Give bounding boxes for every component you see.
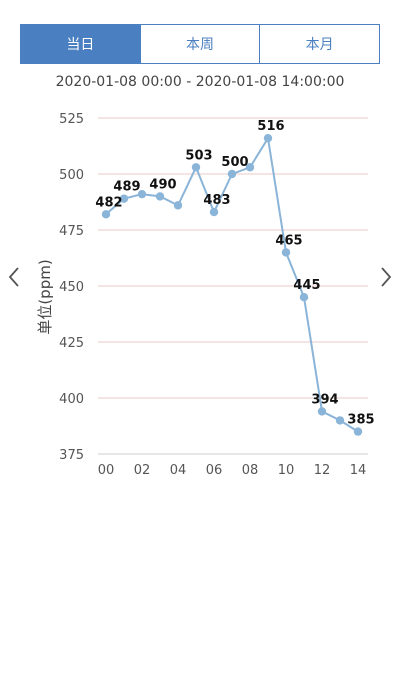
y-axis-label: 单位(ppm) bbox=[36, 259, 54, 334]
period-tabs: 当日 本周 本月 bbox=[20, 24, 380, 64]
data-point bbox=[227, 169, 237, 179]
data-point bbox=[245, 163, 255, 172]
data-label: 482 bbox=[95, 195, 122, 210]
data-point bbox=[299, 293, 309, 302]
data-label: 445 bbox=[293, 278, 320, 293]
data-point bbox=[353, 427, 363, 436]
x-tick-label: 14 bbox=[350, 463, 367, 478]
data-point bbox=[191, 163, 201, 172]
data-label: 489 bbox=[113, 180, 140, 195]
data-label: 394 bbox=[311, 392, 338, 407]
y-tick-label: 450 bbox=[59, 280, 84, 295]
x-tick-label: 04 bbox=[170, 463, 187, 478]
x-axis-ticks: 00 02 04 06 08 10 12 14 bbox=[98, 463, 367, 478]
data-point bbox=[335, 416, 345, 425]
data-point bbox=[155, 192, 165, 201]
data-label: 385 bbox=[347, 413, 374, 428]
next-button[interactable] bbox=[374, 262, 398, 292]
data-label: 516 bbox=[257, 119, 284, 134]
x-tick-label: 06 bbox=[206, 463, 223, 478]
y-tick-label: 375 bbox=[59, 448, 84, 463]
data-point bbox=[209, 207, 219, 217]
data-point bbox=[263, 133, 273, 143]
y-tick-label: 425 bbox=[59, 336, 84, 351]
data-point bbox=[137, 189, 147, 199]
y-tick-label: 525 bbox=[59, 112, 84, 127]
grid-lines bbox=[98, 117, 368, 455]
data-point bbox=[101, 210, 111, 219]
prev-button[interactable] bbox=[2, 262, 26, 292]
chevron-right-icon bbox=[381, 267, 392, 287]
data-label: 500 bbox=[221, 155, 248, 170]
x-tick-label: 02 bbox=[134, 463, 151, 478]
x-tick-label: 00 bbox=[98, 463, 115, 478]
x-tick-label: 08 bbox=[242, 463, 259, 478]
x-tick-label: 12 bbox=[314, 463, 331, 478]
tab-month[interactable]: 本月 bbox=[260, 25, 380, 63]
tab-today[interactable]: 当日 bbox=[21, 25, 141, 63]
data-point bbox=[317, 407, 327, 416]
date-range: 2020-01-08 00:00 - 2020-01-08 14:00:00 bbox=[55, 74, 345, 90]
data-point bbox=[173, 201, 183, 210]
series-points bbox=[101, 133, 363, 436]
y-tick-label: 475 bbox=[59, 224, 84, 239]
data-label: 490 bbox=[149, 177, 176, 192]
x-tick-label: 10 bbox=[278, 463, 295, 478]
data-label: 465 bbox=[275, 233, 302, 248]
y-tick-label: 500 bbox=[59, 168, 84, 183]
chevron-left-icon bbox=[8, 267, 19, 287]
y-axis-ticks: 375 400 425 450 475 500 525 bbox=[59, 112, 84, 463]
data-point bbox=[119, 194, 129, 203]
data-label: 503 bbox=[185, 148, 212, 163]
data-label: 483 bbox=[203, 193, 230, 208]
data-point bbox=[281, 248, 291, 257]
y-tick-label: 400 bbox=[59, 392, 84, 407]
tab-week[interactable]: 本周 bbox=[140, 25, 261, 63]
